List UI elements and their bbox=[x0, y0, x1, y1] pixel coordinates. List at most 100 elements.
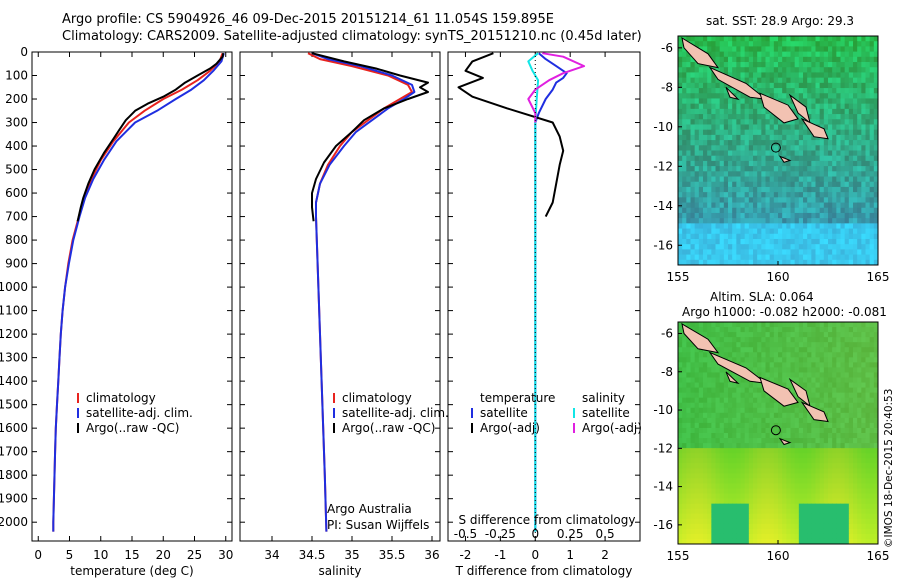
map-cell bbox=[744, 103, 750, 110]
map-cell bbox=[740, 72, 746, 79]
map-cell bbox=[753, 433, 758, 439]
map-cell bbox=[861, 176, 866, 183]
map-cell bbox=[798, 150, 804, 157]
map-cell bbox=[861, 327, 866, 333]
map-cell bbox=[753, 192, 758, 198]
map-cell bbox=[757, 402, 762, 409]
map-cell bbox=[769, 88, 775, 94]
map-cell bbox=[857, 453, 862, 459]
map-cell bbox=[811, 46, 816, 53]
map-cell bbox=[865, 493, 871, 500]
map-cell bbox=[765, 483, 771, 489]
map-cell bbox=[832, 533, 837, 540]
map-cell bbox=[819, 448, 825, 454]
map-cell bbox=[840, 352, 846, 358]
map-cell bbox=[707, 478, 712, 484]
map-cell bbox=[744, 233, 750, 240]
map-cell bbox=[869, 387, 875, 394]
map-cell bbox=[728, 533, 733, 540]
map-cell bbox=[840, 98, 846, 105]
map-cell bbox=[840, 202, 846, 209]
map-cell bbox=[798, 523, 804, 530]
map-cell bbox=[836, 372, 841, 378]
map-cell bbox=[740, 67, 746, 73]
map-cell bbox=[865, 433, 871, 439]
map-cell bbox=[832, 483, 837, 489]
map-cell bbox=[723, 352, 729, 358]
x-tick-label: -2 bbox=[459, 548, 471, 562]
map-cell bbox=[690, 362, 696, 368]
map-cell bbox=[690, 181, 696, 188]
map-cell bbox=[848, 56, 854, 63]
map-cell bbox=[769, 36, 775, 42]
map-cell bbox=[736, 533, 741, 540]
map-cell bbox=[869, 322, 875, 328]
map-cell bbox=[840, 463, 846, 469]
map-cell bbox=[823, 129, 829, 136]
map-cell bbox=[694, 228, 700, 235]
map-cell bbox=[819, 108, 825, 115]
map-cell bbox=[844, 114, 850, 120]
map-cell bbox=[836, 332, 841, 338]
map-cell bbox=[848, 192, 854, 198]
map-cell bbox=[728, 498, 733, 505]
map-cell bbox=[711, 342, 716, 348]
map-cell bbox=[707, 468, 712, 474]
map-cell bbox=[811, 357, 816, 363]
map-cell bbox=[869, 93, 875, 99]
map-cell bbox=[873, 223, 879, 230]
map-cell bbox=[819, 254, 825, 261]
map-cell bbox=[736, 155, 741, 162]
map-cell bbox=[857, 46, 862, 53]
map-cell bbox=[723, 342, 729, 348]
map-cell bbox=[736, 392, 741, 399]
map-cell bbox=[803, 150, 808, 157]
map-cell bbox=[703, 67, 708, 73]
map-cell bbox=[728, 352, 733, 358]
map-cell bbox=[773, 448, 779, 454]
map-cell bbox=[707, 72, 712, 79]
map-cell bbox=[715, 223, 721, 230]
map-cell bbox=[773, 438, 779, 444]
map-cell bbox=[682, 98, 687, 105]
map-cell bbox=[832, 223, 837, 230]
map-cell bbox=[769, 347, 775, 353]
map-cell bbox=[811, 438, 816, 444]
map-cell bbox=[782, 352, 787, 358]
map-cell bbox=[869, 140, 875, 146]
map-cell bbox=[832, 134, 837, 141]
map-cell bbox=[865, 98, 871, 105]
map-cell bbox=[753, 249, 758, 256]
map-cell bbox=[723, 62, 729, 68]
map-cell bbox=[765, 176, 771, 183]
map-cell bbox=[748, 382, 754, 389]
map-cell bbox=[832, 207, 837, 214]
map-cell bbox=[765, 352, 771, 358]
map-cell bbox=[748, 402, 754, 409]
map-cell bbox=[786, 145, 791, 151]
map-cell bbox=[848, 228, 854, 235]
map-cell bbox=[707, 483, 712, 489]
map-cell bbox=[744, 468, 750, 474]
map-cell bbox=[698, 433, 704, 439]
map-cell bbox=[707, 103, 712, 110]
map-cell bbox=[836, 233, 841, 240]
map-cell bbox=[848, 478, 854, 484]
map-cell bbox=[786, 488, 791, 495]
map-cell bbox=[719, 518, 725, 525]
map-cell bbox=[794, 518, 800, 525]
map-cell bbox=[836, 207, 841, 214]
map-cell bbox=[873, 98, 879, 105]
map-cell bbox=[732, 254, 737, 261]
map-cell bbox=[732, 181, 737, 188]
x-tick-label: 10 bbox=[93, 548, 108, 562]
map-cell bbox=[715, 82, 721, 89]
map-cell bbox=[678, 332, 683, 338]
map-cell bbox=[773, 322, 779, 328]
map-cell bbox=[711, 533, 716, 540]
map-cell bbox=[698, 427, 704, 434]
map-cell bbox=[857, 427, 862, 434]
map-cell bbox=[694, 238, 700, 245]
map-cell bbox=[803, 202, 808, 209]
map-cell bbox=[778, 407, 783, 414]
